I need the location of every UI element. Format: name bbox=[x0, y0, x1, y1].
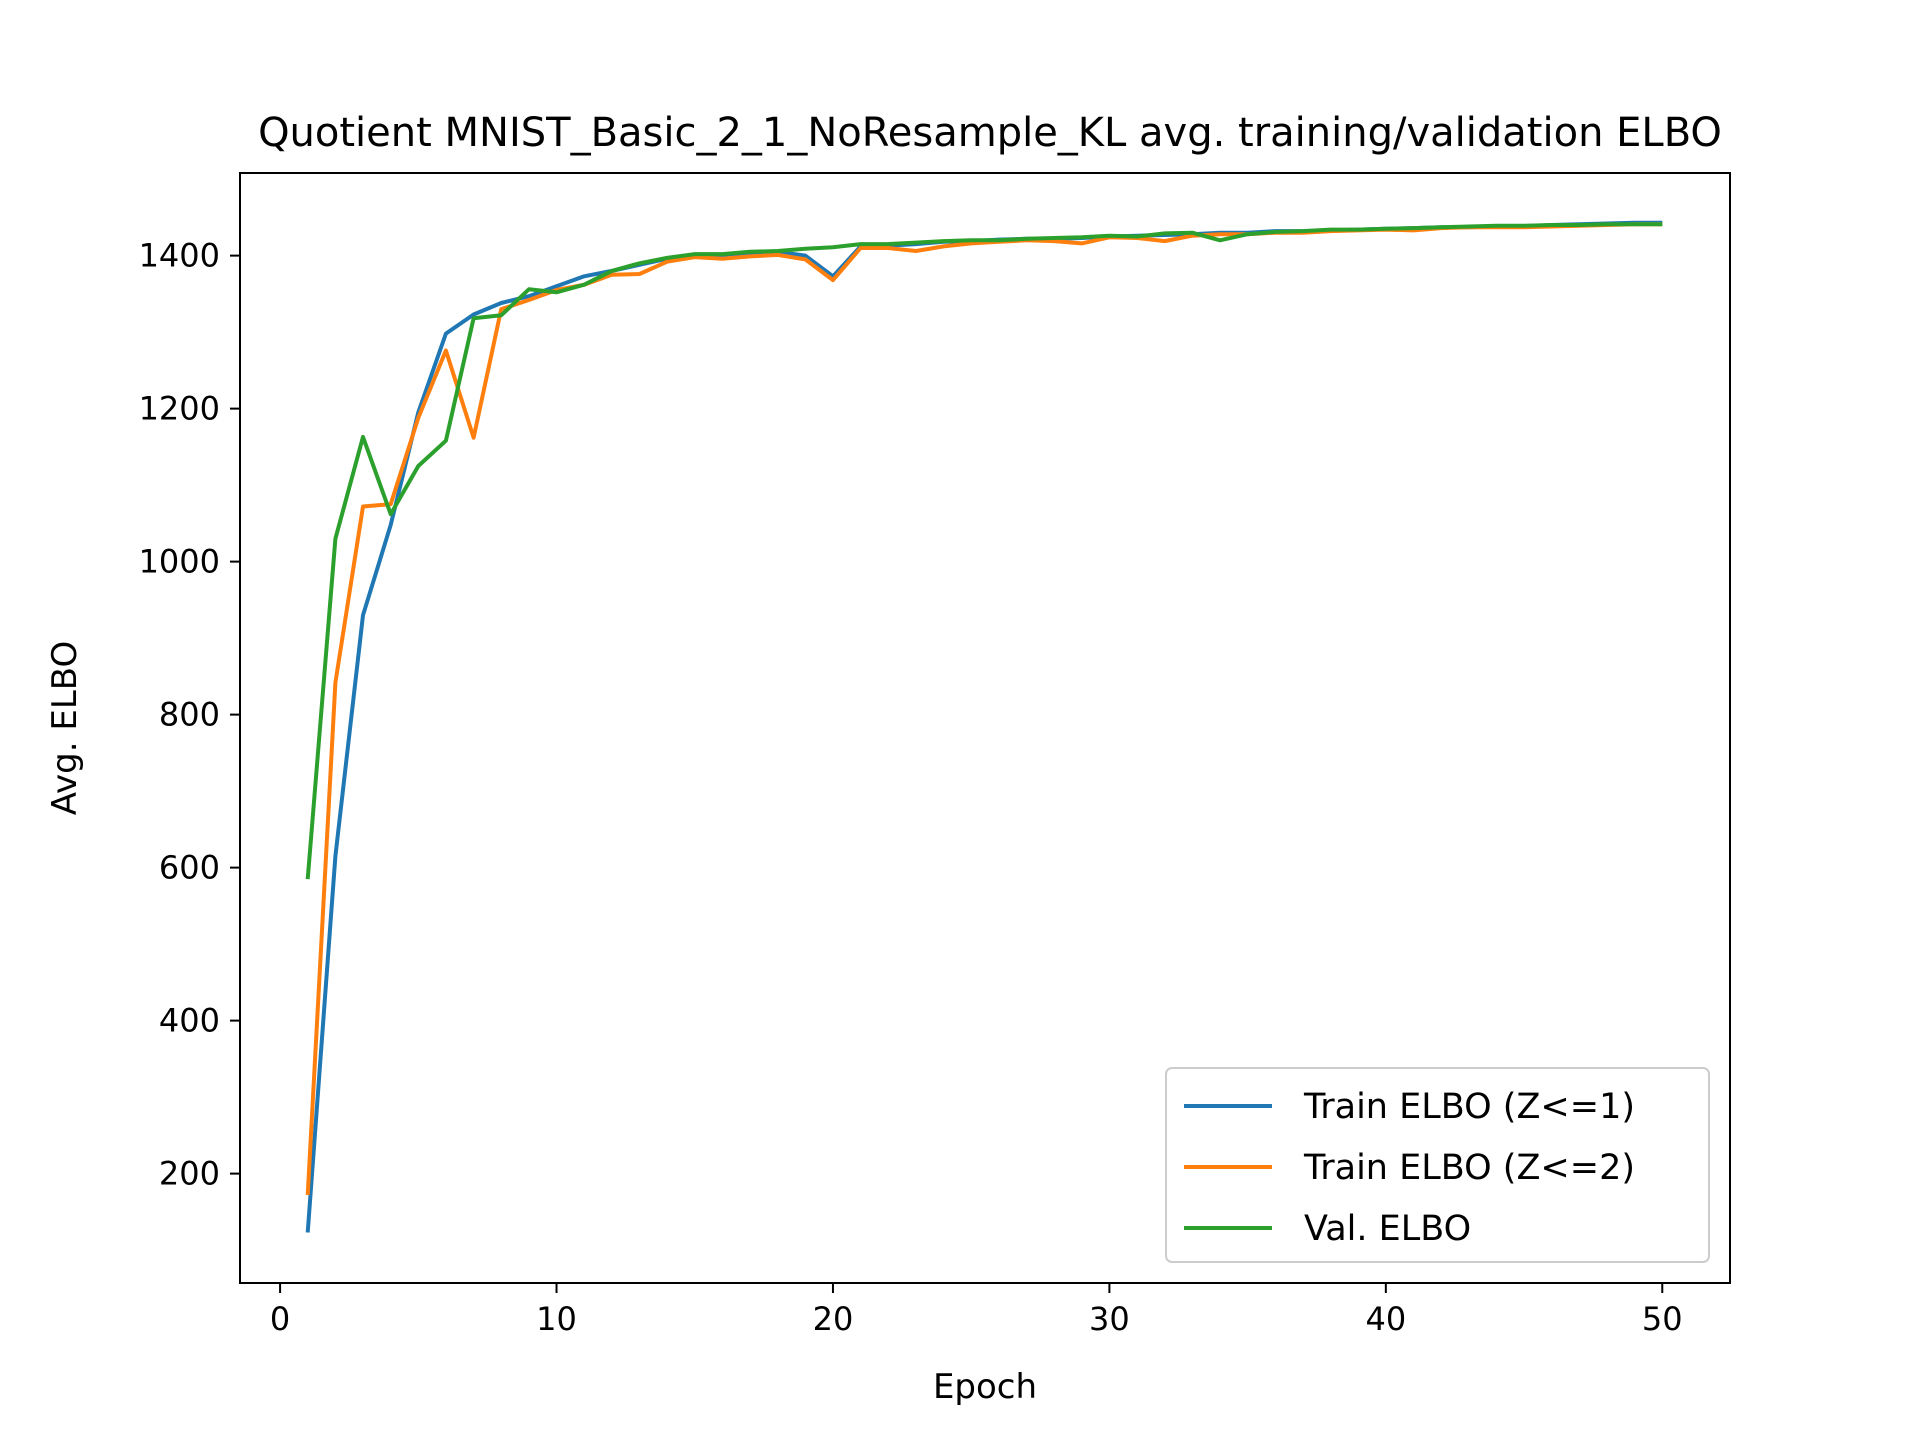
legend-label-2: Train ELBO (Z<=2) bbox=[1303, 1148, 1635, 1188]
x-tick-label: 10 bbox=[536, 1300, 577, 1338]
legend-label-3: Val. ELBO bbox=[1304, 1209, 1471, 1249]
y-tick-label: 400 bbox=[159, 1002, 220, 1040]
series-line-3 bbox=[305, 222, 1663, 880]
x-tick-label: 40 bbox=[1365, 1300, 1406, 1338]
y-tick-label: 1400 bbox=[139, 237, 220, 275]
legend-frame bbox=[1165, 1067, 1710, 1263]
legend: Train ELBO (Z<=1) Train ELBO (Z<=2) Val. E… bbox=[1165, 1067, 1710, 1263]
y-axis: 200 400 600 800 1000 1200 1400 bbox=[139, 237, 240, 1193]
x-tick-label: 30 bbox=[1089, 1300, 1130, 1338]
y-tick-label: 800 bbox=[159, 696, 220, 734]
y-axis-label: Avg. ELBO bbox=[45, 641, 85, 816]
plot-lines bbox=[305, 220, 1663, 1233]
x-tick-label: 0 bbox=[270, 1300, 290, 1338]
x-tick-label: 50 bbox=[1642, 1300, 1683, 1338]
chart-title: Quotient MNIST_Basic_2_1_NoResample_KL a… bbox=[258, 110, 1722, 156]
x-tick-label: 20 bbox=[813, 1300, 854, 1338]
x-axis: 0 10 20 30 40 50 bbox=[270, 1283, 1683, 1338]
y-tick-label: 1000 bbox=[139, 543, 220, 581]
legend-label-1: Train ELBO (Z<=1) bbox=[1303, 1087, 1635, 1127]
plot-frame bbox=[239, 172, 1731, 1284]
y-tick-label: 200 bbox=[159, 1155, 220, 1193]
x-axis-label: Epoch bbox=[933, 1367, 1037, 1407]
y-tick-label: 1200 bbox=[139, 390, 220, 428]
y-tick-label: 600 bbox=[159, 849, 220, 887]
